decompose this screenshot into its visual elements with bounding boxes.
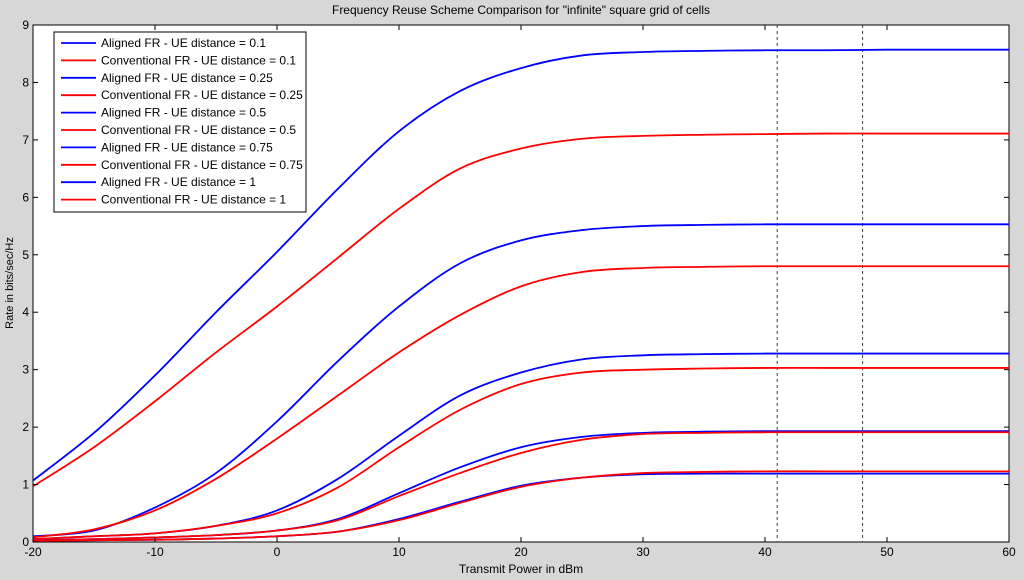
x-tick-label: 30 [636,545,650,559]
x-tick-label: -10 [146,545,164,559]
y-tick-label: 0 [22,535,29,549]
legend-label: Aligned FR - UE distance = 0.25 [101,71,273,85]
y-tick-label: 4 [22,305,29,319]
x-tick-label: 0 [274,545,281,559]
series-line-1 [32,48,1009,482]
series-line-6 [32,367,1009,541]
y-tick-label: 3 [22,363,29,377]
legend-label: Aligned FR - UE distance = 0.5 [101,106,266,120]
y-tick-label: 7 [22,133,29,147]
legend-label: Conventional FR - UE distance = 0.25 [101,88,303,102]
y-tick-label: 5 [22,248,29,262]
y-axis: 0 1 2 3 4 5 6 7 8 9 [22,18,1009,549]
x-axis: -20 -10 0 10 20 30 40 50 60 [24,25,1016,559]
x-tick-label: 10 [392,545,406,559]
legend-label: Conventional FR - UE distance = 0.1 [101,53,296,67]
chart-title: Frequency Reuse Scheme Comparison for "i… [332,3,710,17]
y-axis-label: Rate in bits/sec/Hz [4,237,16,329]
series-lines [32,48,1009,542]
x-tick-label: -20 [24,545,42,559]
y-tick-label: 6 [22,190,29,204]
x-tick-label: 40 [758,545,772,559]
legend-label: Conventional FR - UE distance = 0.75 [101,158,303,172]
x-tick-label: 60 [1002,545,1016,559]
series-line-10 [32,470,1009,542]
reference-lines [776,25,864,542]
y-tick-label: 8 [22,75,29,89]
legend-label: Aligned FR - UE distance = 1 [101,175,256,189]
x-axis-label: Transmit Power in dBm [459,562,583,576]
legend-label: Conventional FR - UE distance = 1 [101,193,286,207]
legend-label: Conventional FR - UE distance = 0.5 [101,123,296,137]
y-tick-label: 1 [22,478,29,492]
y-tick-label: 2 [22,420,29,434]
series-line-4 [32,265,1009,539]
x-tick-label: 20 [514,545,528,559]
x-tick-label: 50 [880,545,894,559]
series-line-8 [32,431,1009,542]
y-tick-label: 9 [22,18,29,32]
series-line-3 [32,223,1009,538]
legend-label: Aligned FR - UE distance = 0.1 [101,36,266,50]
series-line-2 [32,132,1009,488]
legend: Aligned FR - UE distance = 0.1 Convention… [53,31,307,213]
legend-label: Aligned FR - UE distance = 0.75 [101,140,273,154]
